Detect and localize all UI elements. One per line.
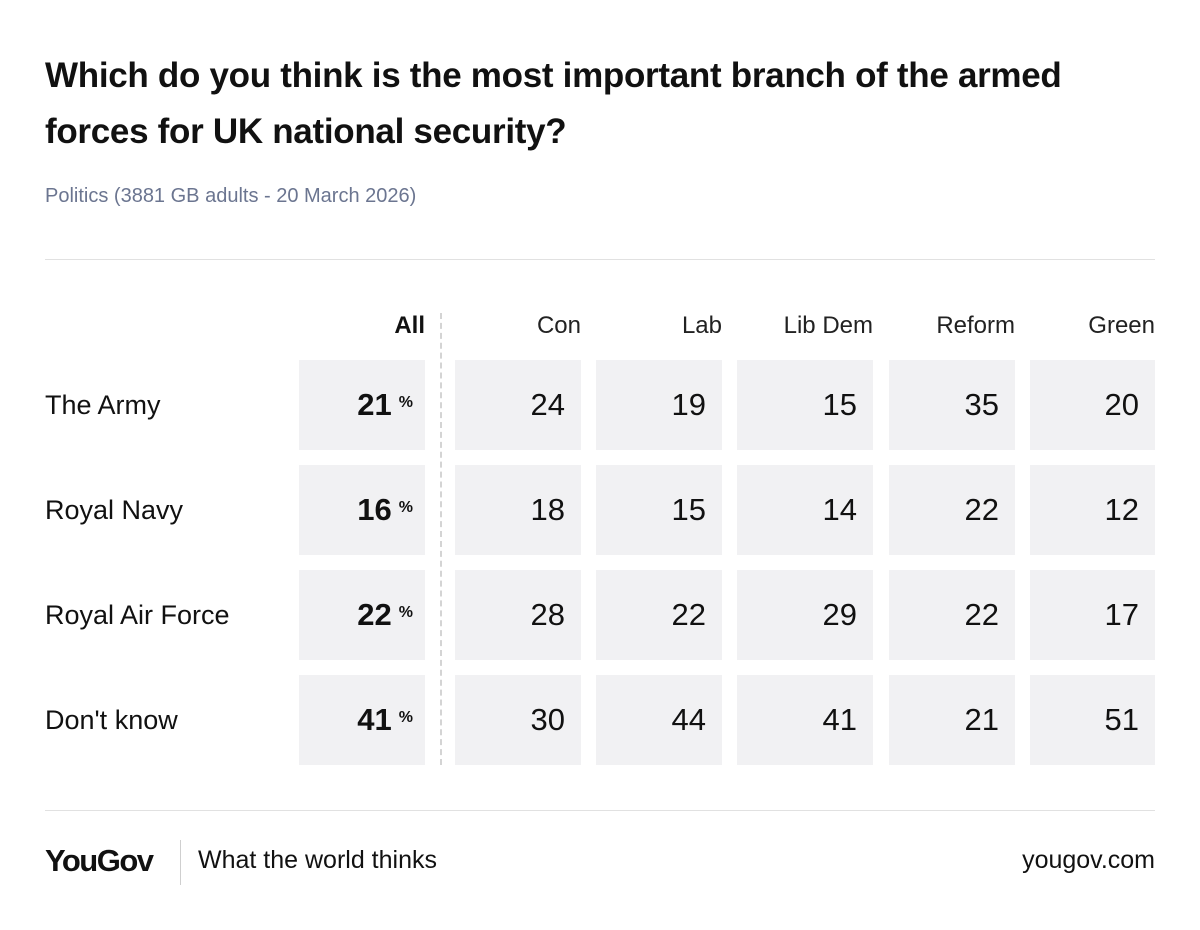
column-header-lab: Lab [681,312,722,339]
chart-subtitle: Politics (3881 GB adults - 20 March 2026… [45,185,417,207]
footer-url[interactable]: yougov.com [1022,846,1155,874]
cell-value: 14 [822,492,857,527]
table-cell: 12 [1030,465,1155,555]
cell-value: 20 [1104,387,1139,422]
table-cell: 19 [596,360,722,450]
chart-title: Which do you think is the most important… [45,56,1062,151]
cell-value: 19 [671,387,706,422]
row-label: Don't know [45,705,178,735]
all-value-cell: 22% [299,570,425,660]
all-column-divider [440,313,442,765]
percent-sign: % [398,394,413,411]
table-cell: 22 [889,570,1015,660]
cell-value: 51 [1104,702,1139,737]
cell-value: 41 [822,702,857,737]
table-cell: 44 [596,675,722,765]
table-cell: 18 [455,465,581,555]
cell-value: 44 [671,702,706,737]
cell-value: 15 [822,387,857,422]
cell-value: 16 [357,492,392,527]
table-cell: 17 [1030,570,1155,660]
all-value-cell: 41% [299,675,425,765]
column-header-lib-dem: Lib Dem [783,312,873,339]
table-cell: 35 [889,360,1015,450]
table-cell: 24 [455,360,581,450]
cell-value: 22 [964,597,999,632]
table-cell: 22 [596,570,722,660]
column-header-con: Con [536,312,581,339]
cell-value: 21 [357,387,392,422]
table-cell: 21 [889,675,1015,765]
column-header-all: All [394,312,425,339]
cell-value: 17 [1104,597,1139,632]
top-divider [45,259,1155,260]
all-value-cell: 21% [299,360,425,450]
table-cell: 22 [889,465,1015,555]
table-cell: 20 [1030,360,1155,450]
percent-sign: % [398,499,413,516]
table-cell: 28 [455,570,581,660]
cell-value: 22 [357,597,392,632]
cell-value: 24 [530,387,565,422]
table-cell: 14 [737,465,873,555]
cell-value: 15 [671,492,706,527]
yougov-logo[interactable]: YouGov [45,843,154,878]
cell-value: 41 [357,702,392,737]
row-label: The Army [45,390,161,420]
footer-tagline: What the world thinks [198,846,437,874]
footer-separator [180,840,181,885]
row-label: Royal Navy [45,495,184,525]
cell-value: 30 [530,702,565,737]
percent-sign: % [398,709,413,726]
bottom-divider [45,810,1155,811]
column-header-green: Green [1088,312,1155,339]
table-cell: 29 [737,570,873,660]
cell-value: 22 [964,492,999,527]
cell-value: 35 [964,387,999,422]
column-header-reform: Reform [936,312,1015,339]
cell-value: 12 [1104,492,1139,527]
row-label: Royal Air Force [45,600,230,630]
cell-value: 29 [822,597,857,632]
percent-sign: % [398,604,413,621]
table-cell: 30 [455,675,581,765]
cell-value: 21 [964,702,999,737]
table-cell: 41 [737,675,873,765]
table-cell: 15 [737,360,873,450]
cell-value: 28 [530,597,565,632]
cell-value: 18 [530,492,565,527]
table-cell: 51 [1030,675,1155,765]
cell-value: 22 [671,597,706,632]
table-cell: 15 [596,465,722,555]
all-value-cell: 16% [299,465,425,555]
